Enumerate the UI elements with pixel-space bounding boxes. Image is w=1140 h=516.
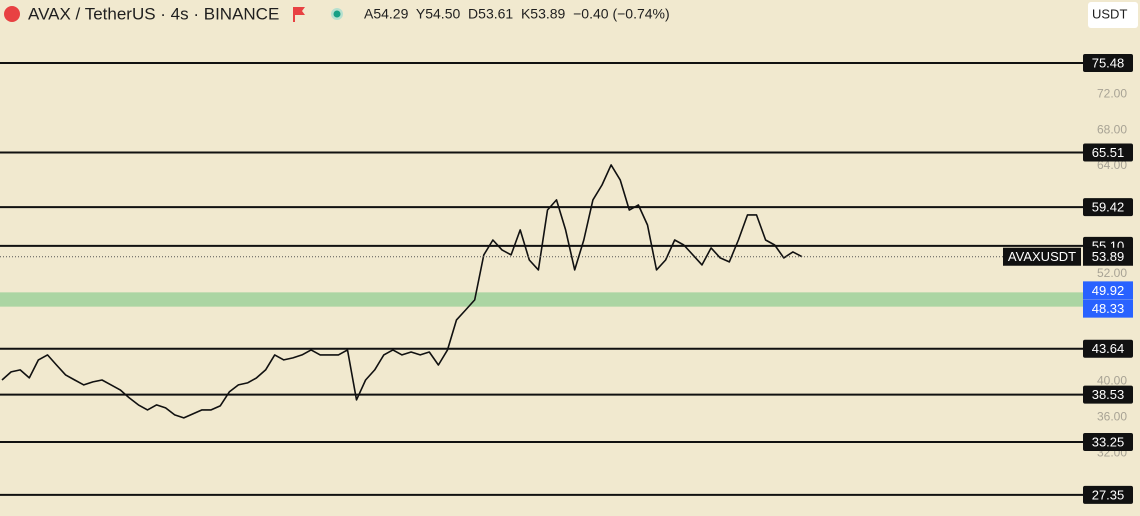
y-tick-label: 72.00 [1097,86,1127,100]
status-dot [333,10,341,18]
support-zone [0,292,1083,307]
level-tag [1083,485,1133,504]
zone-label: 49.92 [1092,283,1125,298]
last-price-tag [1083,247,1133,266]
zone-tag [1083,299,1133,318]
last-price-label: 53.89 [1092,249,1125,264]
level-tag [1083,385,1133,404]
y-tick-label: 68.00 [1097,122,1127,136]
flag-icon[interactable] [293,7,305,22]
symbol-tag [1003,247,1081,266]
ohlc-values: A54.29 Y54.50 D53.61 K53.89 −0.40 (−0.74… [364,6,670,22]
level-label: 43.64 [1092,341,1125,356]
zone-tag [1083,281,1133,300]
symbol-icon [4,6,20,22]
chart-title: AVAX / TetherUS · 4s · BINANCE [28,4,279,23]
level-label: 38.53 [1092,387,1125,402]
level-label: 27.35 [1092,487,1125,502]
y-tick-label: 36.00 [1097,409,1127,423]
symbol-label: AVAXUSDT [1008,249,1076,264]
y-tick-label: 40.00 [1097,374,1127,388]
level-label: 65.51 [1092,145,1125,160]
level-label: 75.48 [1092,55,1125,70]
currency-select[interactable] [1088,2,1138,28]
price-line [1,164,803,419]
level-tag [1083,339,1133,358]
level-tag [1083,143,1133,162]
level-tag [1083,53,1133,72]
level-label: 59.42 [1092,200,1125,215]
y-tick-label: 52.00 [1097,266,1127,280]
level-tag [1083,432,1133,451]
y-tick-label: 64.00 [1097,158,1127,172]
level-label: 33.25 [1092,434,1125,449]
zone-label: 48.33 [1092,301,1125,316]
currency-label: USDT [1092,6,1127,21]
level-tag [1083,198,1133,217]
